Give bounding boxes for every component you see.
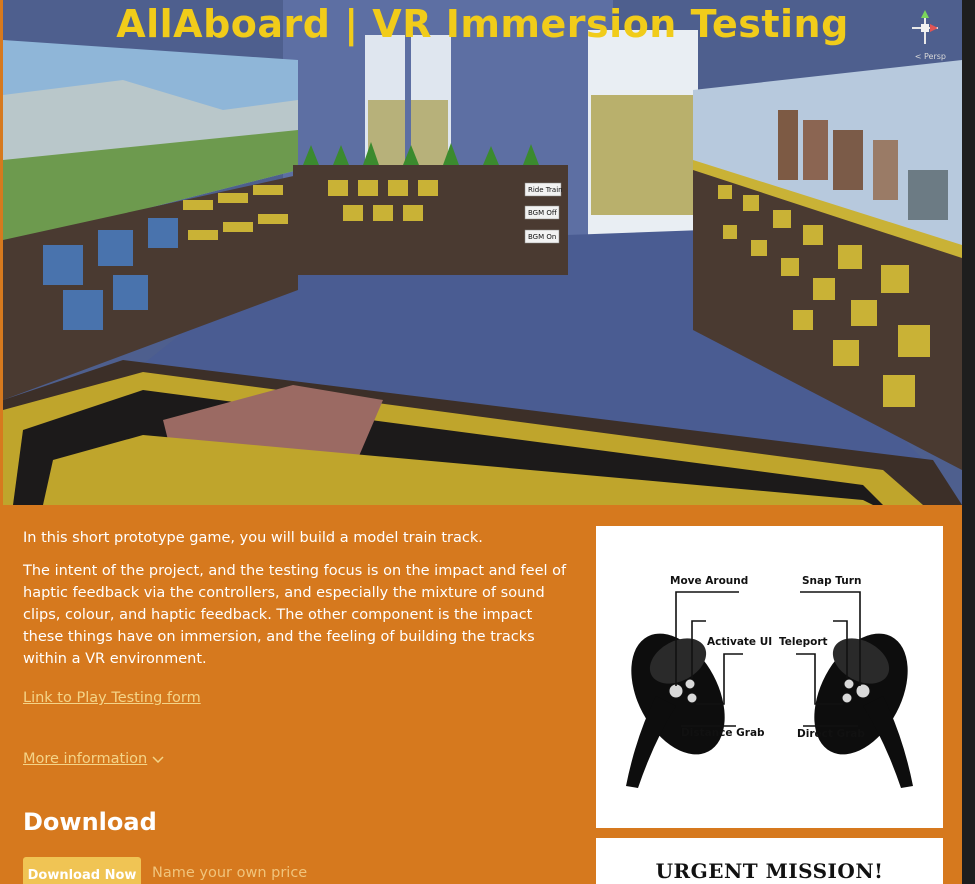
hero-screenshot: Ride Train BGM Off BGM On AllAboard | VR I… bbox=[3, 0, 962, 505]
vr-scene-illustration: Ride Train BGM Off BGM On bbox=[3, 0, 962, 505]
chevron-down-icon bbox=[152, 756, 164, 764]
download-now-button[interactable]: Download Now bbox=[23, 857, 141, 884]
description-intro: In this short prototype game, you will b… bbox=[23, 530, 483, 546]
view-mode-label: < Persp bbox=[914, 52, 946, 61]
vr-controllers-illustration bbox=[626, 591, 913, 788]
scene-panel-button-label: BGM On bbox=[528, 233, 556, 241]
teleport-label: Teleport bbox=[779, 636, 828, 648]
activate-ui-label: Activate UI bbox=[707, 636, 773, 648]
direct-grab-label: Direct Grab bbox=[797, 728, 865, 740]
snap-turn-label: Snap Turn bbox=[802, 575, 862, 587]
move-around-label: Move Around bbox=[670, 575, 749, 587]
mission-title: URGENT MISSION! bbox=[655, 859, 884, 883]
more-information-label[interactable]: More information bbox=[23, 751, 148, 767]
left-controller-icon bbox=[626, 633, 725, 788]
controls-diagram: Move Around Snap Turn Activate UI Telepo… bbox=[596, 526, 943, 828]
name-your-price-label: Name your own price bbox=[152, 865, 308, 881]
scene-panel-button-label: BGM Off bbox=[528, 209, 557, 217]
more-information-toggle[interactable]: More information bbox=[23, 751, 165, 767]
game-title: AllAboard | VR Immersion Testing bbox=[116, 2, 849, 46]
game-description: In this short prototype game, you will b… bbox=[23, 527, 568, 681]
mission-card: URGENT MISSION! bbox=[596, 838, 943, 884]
scene-gizmo-icon[interactable] bbox=[910, 8, 940, 48]
page-scrollbar[interactable] bbox=[962, 0, 975, 884]
download-heading: Download bbox=[23, 808, 157, 836]
play-testing-link[interactable]: Link to Play Testing form bbox=[23, 690, 201, 706]
scene-panel-button-label: Ride Train bbox=[528, 186, 563, 194]
description-body: The intent of the project, and the testi… bbox=[23, 563, 567, 667]
distance-grab-label: Distance Grab bbox=[681, 727, 765, 739]
